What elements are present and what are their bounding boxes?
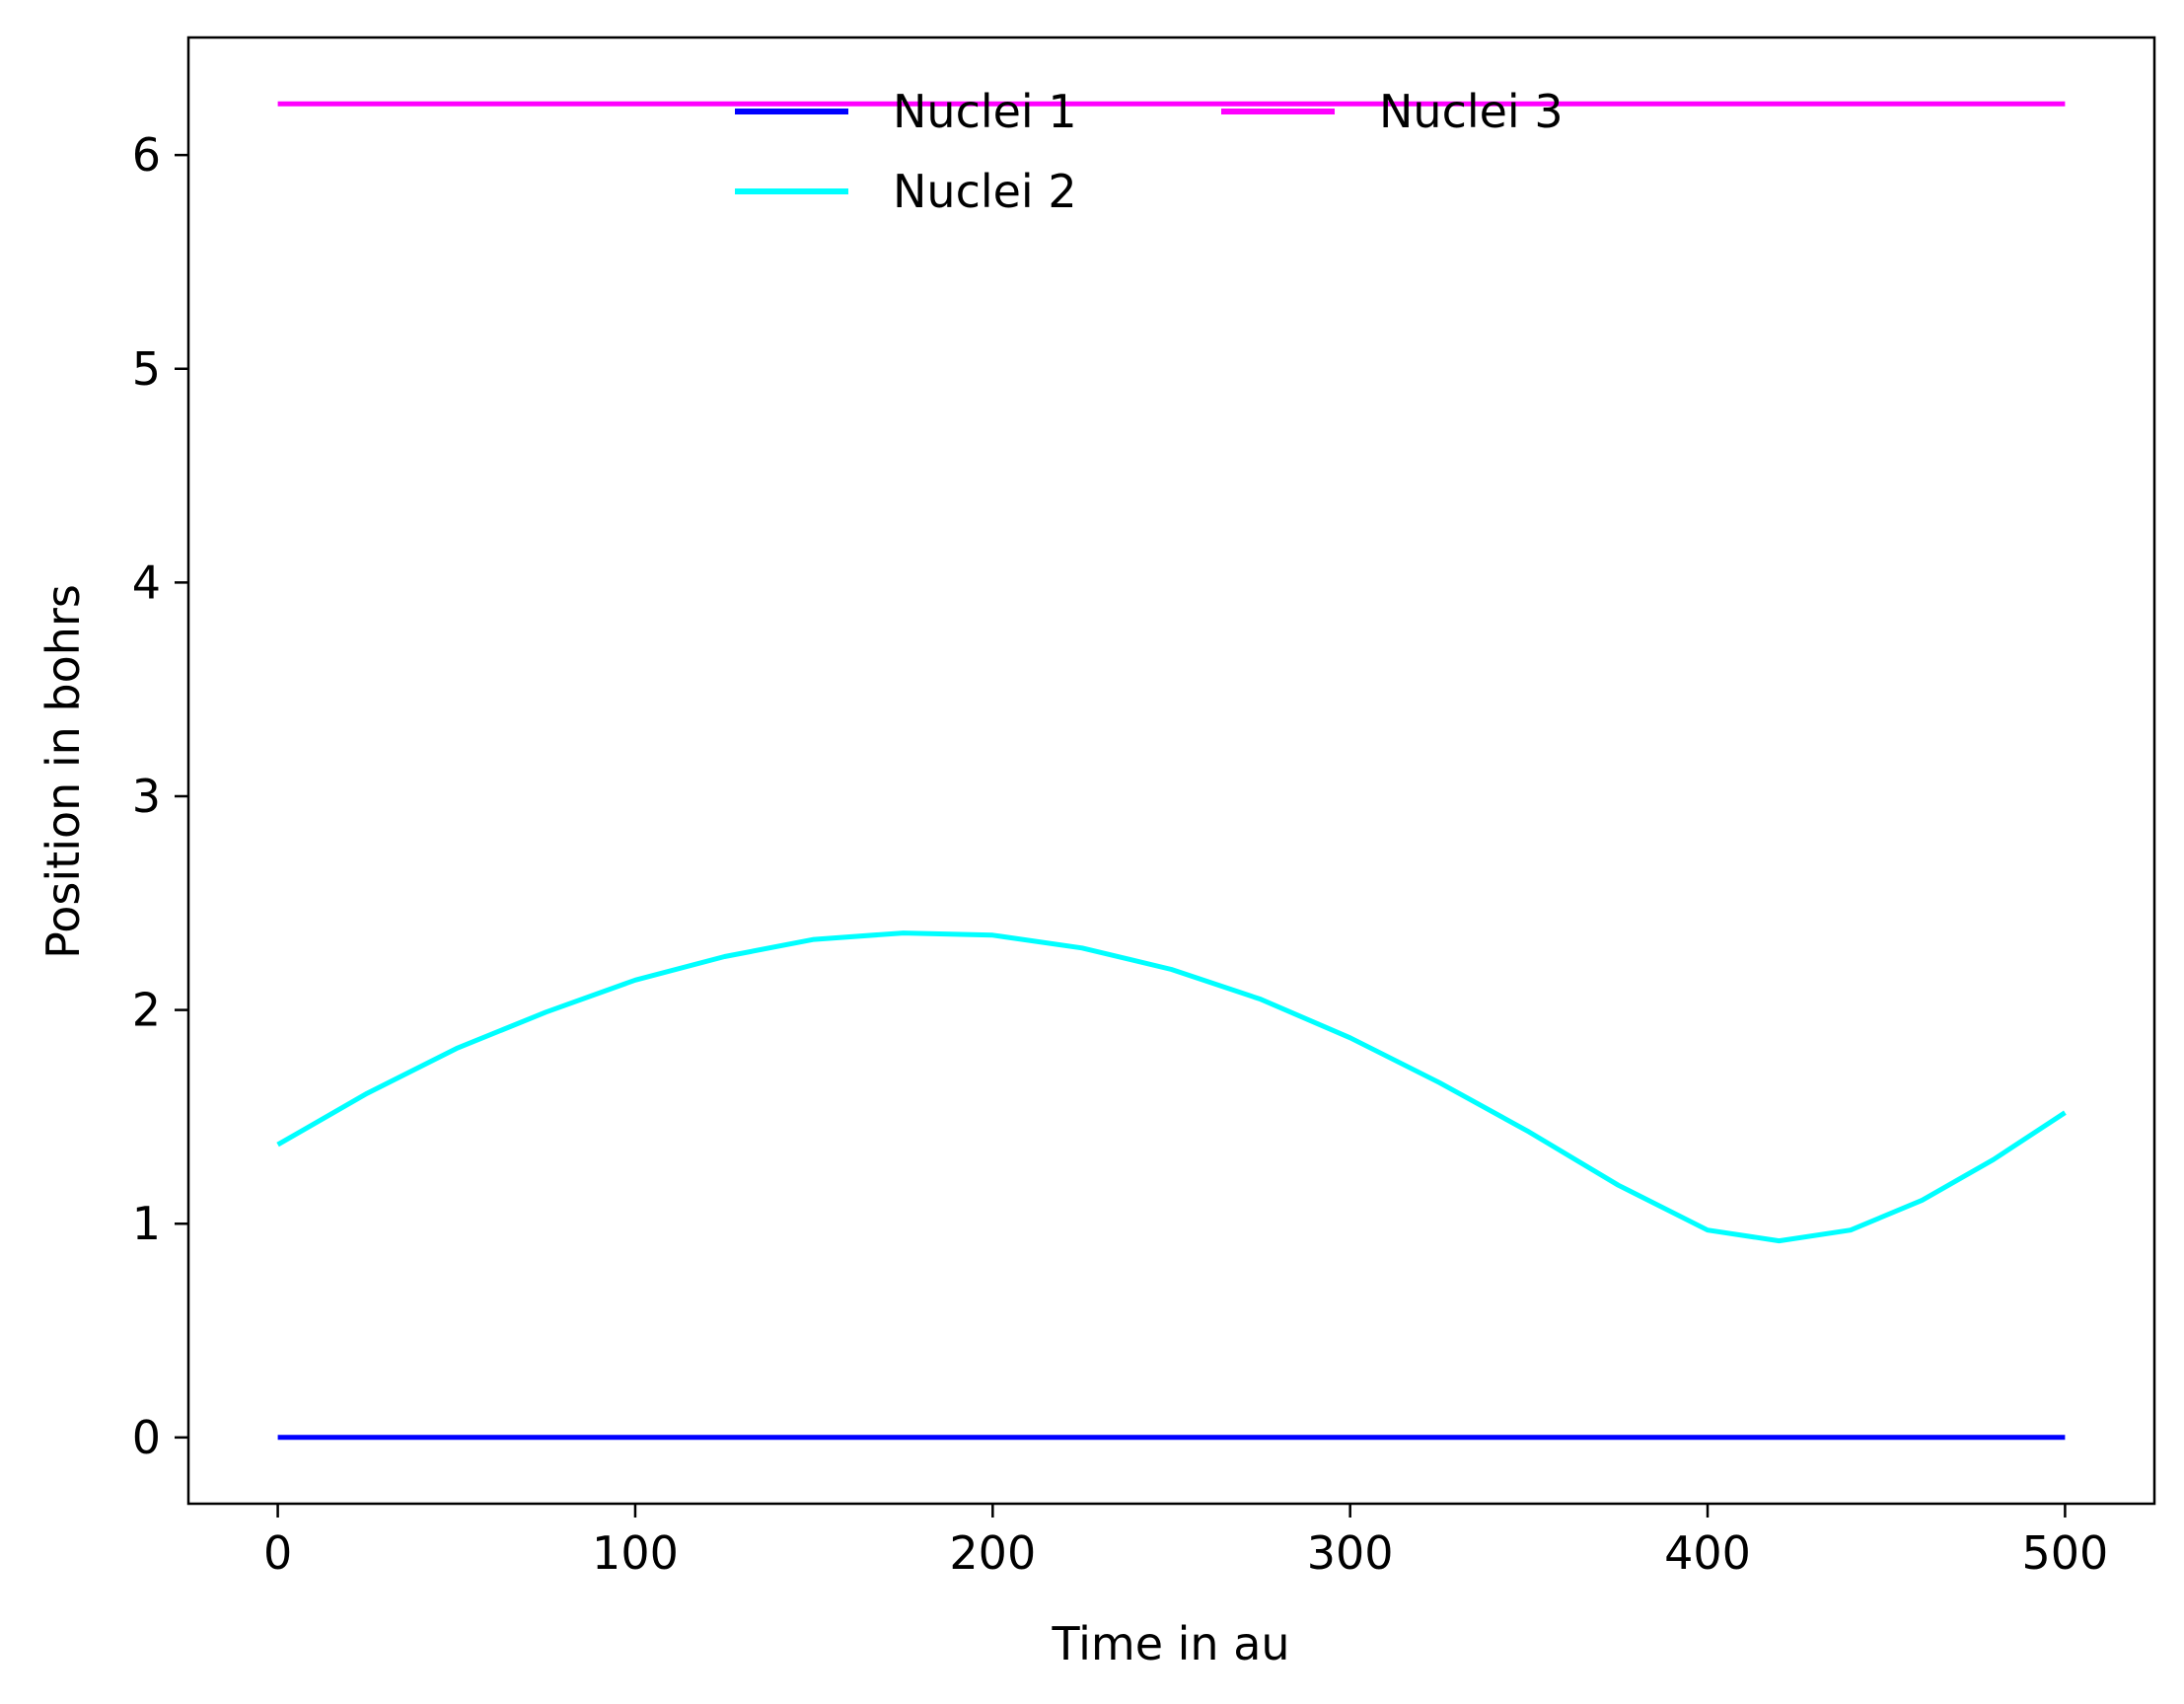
series-layer xyxy=(276,101,2067,1441)
x-tick-label: 0 xyxy=(263,1526,292,1580)
x-tick-label: 100 xyxy=(592,1526,679,1580)
y-tick-label: 6 xyxy=(132,128,161,182)
x-tick-label: 500 xyxy=(2022,1526,2109,1580)
series-line-2 xyxy=(276,930,2067,1244)
plot-frame xyxy=(186,36,2156,1506)
y-tick-label: 1 xyxy=(132,1197,161,1250)
legend-label-1: Nuclei 1 xyxy=(893,85,1077,138)
x-tick-label: 200 xyxy=(949,1526,1036,1580)
y-tick-label: 2 xyxy=(132,984,161,1037)
y-axis-label: Position in bohrs xyxy=(36,584,90,959)
x-axis: 0 100 200 300 400 500 xyxy=(263,1504,2108,1580)
x-tick-label: 300 xyxy=(1307,1526,1394,1580)
y-tick-label: 4 xyxy=(132,556,161,609)
x-axis-label: Time in au xyxy=(1051,1617,1289,1670)
y-axis: 0 1 2 3 4 5 6 xyxy=(132,128,188,1464)
legend: Nuclei 1 Nuclei 2 Nuclei 3 xyxy=(735,85,1564,218)
y-tick-label: 5 xyxy=(132,342,161,396)
legend-label-2: Nuclei 2 xyxy=(893,165,1077,218)
y-tick-label: 0 xyxy=(132,1411,161,1464)
legend-label-3: Nuclei 3 xyxy=(1379,85,1564,138)
x-tick-label: 400 xyxy=(1664,1526,1751,1580)
plot-area xyxy=(186,36,2156,1506)
y-tick-label: 3 xyxy=(132,770,161,823)
